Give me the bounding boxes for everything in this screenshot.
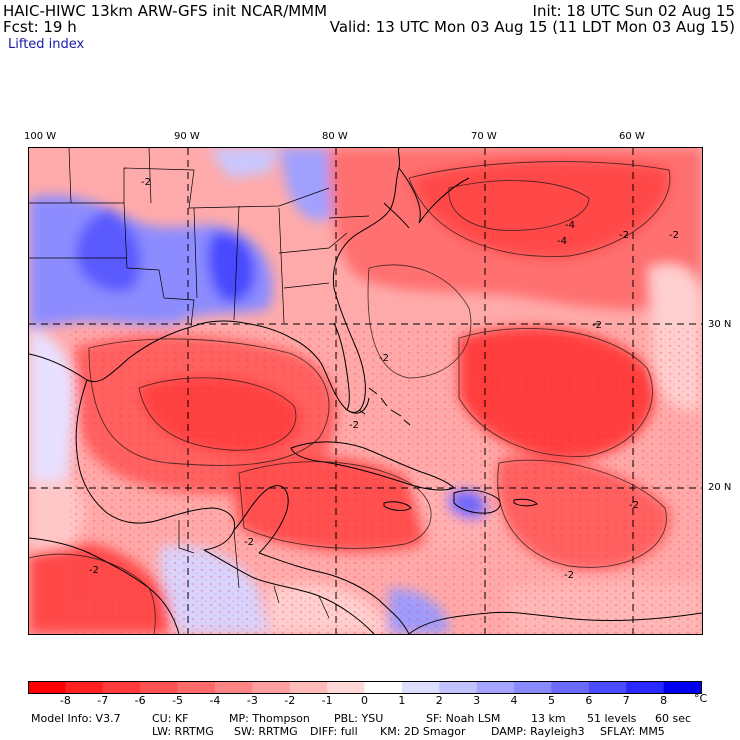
colorbar-swatch [177, 681, 216, 694]
contour-label: -2 [379, 353, 389, 364]
colorbar-swatch [401, 681, 440, 694]
colorbar-tick-label: -4 [209, 694, 221, 707]
contour-label: -2 [244, 537, 254, 548]
contour-label: -2 [564, 570, 574, 581]
footer-diff: DIFF: full [310, 725, 358, 738]
field-name: Lifted index [8, 37, 85, 52]
colorbar [28, 681, 702, 694]
colorbar-tick-label: -7 [97, 694, 109, 707]
colorbar-swatch [28, 681, 66, 694]
colorbar-swatch [289, 681, 328, 694]
lon-label-60w: 60 W [619, 131, 645, 142]
colorbar-swatch [140, 681, 179, 694]
colorbar-unit: °C [694, 692, 708, 705]
footer-km: KM: 2D Smagor [380, 725, 466, 738]
colorbar-swatch [214, 681, 253, 694]
colorbar-tick-label: 1 [398, 694, 406, 707]
footer-sflay: SFLAY: MM5 [600, 725, 665, 738]
colorbar-swatch [514, 681, 552, 694]
footer-model-info: Model Info: V3.7 [31, 712, 121, 725]
footer-levels: 51 levels [587, 712, 637, 725]
lon-label-70w: 70 W [471, 131, 497, 142]
colorbar-swatch [588, 681, 627, 694]
footer-resolution: 13 km [531, 712, 566, 725]
colorbar-swatch [439, 681, 478, 694]
lifted-index-map: -2 -4 -2 -2 -4 -2 -2 -2 -2 -2 -2 -2 [28, 147, 703, 635]
contour-label: -2 [669, 230, 679, 241]
contour-label: -2 [592, 320, 602, 331]
colorbar-tick-label: 6 [585, 694, 593, 707]
footer-cu: CU: KF [152, 712, 189, 725]
footer-pbl: PBL: YSU [334, 712, 384, 725]
colorbar-tick-label: -6 [134, 694, 146, 707]
colorbar-tick-label: 0 [361, 694, 368, 707]
lat-label-20n: 20 N [708, 482, 732, 493]
colorbar-tick-label: 4 [510, 694, 518, 707]
colorbar-swatch [663, 681, 702, 694]
contour-label: -4 [557, 236, 567, 247]
colorbar-tick-label: 5 [547, 694, 555, 707]
lon-label-80w: 80 W [322, 131, 348, 142]
lon-label-90w: 90 W [174, 131, 200, 142]
colorbar-tick-label: -5 [172, 694, 184, 707]
contour-lines [29, 161, 671, 634]
colorbar-tick-label: -1 [321, 694, 333, 707]
colorbar-swatch [65, 681, 104, 694]
colorbar-tick-label: -8 [59, 694, 71, 707]
field-texture [69, 328, 702, 634]
colorbar-swatch [476, 681, 515, 694]
colorbar-swatch [364, 681, 403, 694]
footer-timestep: 60 sec [655, 712, 692, 725]
colorbar-frame [28, 681, 702, 694]
colorbar-tick-label: 3 [473, 694, 481, 707]
political-borders [29, 148, 370, 619]
footer-damp: DAMP: Rayleigh3 [491, 725, 585, 738]
contour-label: -4 [565, 220, 575, 231]
colorbar-tick-label: 2 [435, 694, 443, 707]
contour-label: -2 [629, 500, 639, 511]
valid-time: Valid: 13 UTC Mon 03 Aug 15 (11 LDT Mon … [329, 18, 735, 36]
map-field-svg: -2 -4 -2 -2 -4 -2 -2 -2 -2 -2 -2 -2 [29, 148, 702, 634]
colorbar-swatch [551, 681, 590, 694]
contour-label: -2 [141, 177, 151, 188]
init-time: Init: 18 UTC Sun 02 Aug 15 [532, 2, 735, 20]
forecast-hour: Fcst: 19 h [3, 18, 77, 36]
graticule [29, 148, 702, 634]
footer-lw: LW: RRTMG [152, 725, 214, 738]
contour-label: -2 [349, 420, 359, 431]
contour-label: -2 [89, 565, 99, 576]
colorbar-swatch [102, 681, 141, 694]
contour-value-labels: -2 -4 -2 -2 -4 -2 -2 -2 -2 -2 -2 -2 [89, 177, 679, 581]
colorbar-tick-label: -3 [246, 694, 258, 707]
title-line1: HAIC-HIWC 13km ARW-GFS init NCAR/MMM [3, 2, 328, 20]
colorbar-tick-label: -2 [284, 694, 296, 707]
footer-mp: MP: Thompson [229, 712, 310, 725]
colorbar-swatch [327, 681, 365, 694]
colorbar-swatch [626, 681, 665, 694]
lon-label-100w: 100 W [24, 131, 57, 142]
colorbar-tick-label: 7 [622, 694, 630, 707]
colorbar-tick-label: 8 [660, 694, 668, 707]
colorbar-swatch [252, 681, 291, 694]
footer-sf: SF: Noah LSM [426, 712, 501, 725]
footer-sw: SW: RRTMG [234, 725, 298, 738]
contour-label: -2 [619, 230, 629, 241]
lat-label-30n: 30 N [708, 319, 732, 330]
